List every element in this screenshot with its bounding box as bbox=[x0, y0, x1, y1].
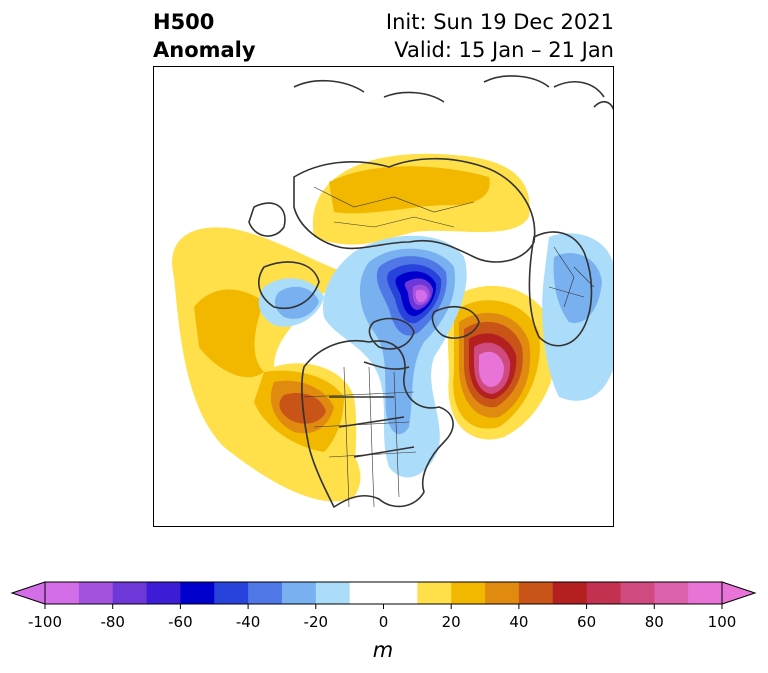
colorbar-units-label: m bbox=[373, 638, 393, 662]
colorbar-tick-label: -20 bbox=[304, 613, 329, 631]
colorbar-bin bbox=[688, 582, 723, 604]
colorbar-bin bbox=[586, 582, 621, 604]
colorbar-bin bbox=[620, 582, 655, 604]
colorbar-bin bbox=[654, 582, 689, 604]
colorbar-bin bbox=[146, 582, 181, 604]
valid-date-range-label: Valid: 15 Jan – 21 Jan bbox=[394, 38, 614, 62]
colorbar-ticks: -100 -80 -60 -40 -20 0 20 40 60 80 100 bbox=[28, 604, 736, 631]
colorbar-bin bbox=[248, 582, 283, 604]
title-line-1: H500 bbox=[153, 10, 215, 34]
positive-anomaly-region bbox=[172, 153, 557, 502]
init-date-label: Init: Sun 19 Dec 2021 bbox=[385, 10, 614, 34]
colorbar-bin bbox=[112, 582, 148, 604]
political-borders bbox=[303, 186, 595, 508]
colorbar-bin bbox=[315, 582, 351, 604]
colorbar: -100 -80 -60 -40 -20 0 20 40 60 80 100 m bbox=[10, 581, 757, 662]
colorbar-tick-label: -100 bbox=[28, 613, 62, 631]
colorbar-extend-low bbox=[10, 581, 46, 605]
colorbar-tick-label: 40 bbox=[509, 613, 528, 631]
colorbar-bin bbox=[417, 582, 452, 604]
anomaly-map-svg bbox=[172, 75, 613, 508]
colorbar-bin bbox=[485, 582, 520, 604]
colorbar-bin bbox=[383, 582, 418, 604]
colorbar-bin bbox=[180, 582, 215, 604]
coastlines-and-borders bbox=[248, 75, 613, 508]
chart-title: H500 Anomaly bbox=[153, 8, 256, 64]
colorbar-bins bbox=[45, 582, 723, 604]
anomaly-map bbox=[153, 66, 614, 527]
colorbar-tick-label: 80 bbox=[645, 613, 664, 631]
colorbar-tick-label: 100 bbox=[708, 613, 737, 631]
colorbar-bin bbox=[214, 582, 249, 604]
colorbar-bin bbox=[349, 582, 384, 604]
colorbar-bin bbox=[518, 582, 554, 604]
colorbar-bin bbox=[552, 582, 588, 604]
colorbar-tick-label: 20 bbox=[442, 613, 461, 631]
colorbar-bin bbox=[451, 582, 486, 604]
colorbar-bin bbox=[281, 582, 317, 604]
colorbar-extend-high bbox=[721, 581, 757, 605]
colorbar-bin bbox=[45, 582, 80, 604]
colorbar-bin bbox=[78, 582, 114, 604]
colorbar-tick-label: 0 bbox=[379, 613, 389, 631]
colorbar-tick-label: -80 bbox=[100, 613, 125, 631]
colorbar-tick-label: 60 bbox=[577, 613, 596, 631]
title-line-2: Anomaly bbox=[153, 38, 256, 62]
colorbar-tick-label: -60 bbox=[168, 613, 193, 631]
colorbar-tick-label: -40 bbox=[236, 613, 261, 631]
forecast-dates: Init: Sun 19 Dec 2021 Valid: 15 Jan – 21… bbox=[386, 8, 614, 64]
